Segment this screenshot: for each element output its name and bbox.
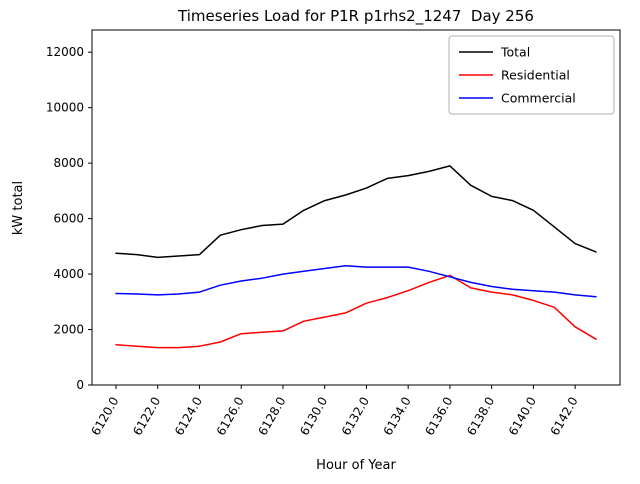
legend-label-commercial: Commercial [501, 91, 576, 106]
y-tick-label: 0 [76, 378, 84, 392]
x-tick-label: 6142.0 [548, 395, 581, 438]
y-tick-label: 8000 [53, 156, 84, 170]
series-line-commercial [115, 264, 597, 298]
x-tick-label: 6140.0 [506, 395, 539, 438]
y-tick-label: 4000 [53, 267, 84, 281]
y-tick-label: 12000 [46, 45, 84, 59]
y-axis-label: kW total [11, 181, 26, 235]
x-tick-label: 6134.0 [381, 395, 414, 438]
x-tick-label: 6124.0 [172, 395, 205, 438]
x-tick-label: 6130.0 [297, 395, 330, 438]
x-tick-label: 6138.0 [464, 395, 497, 438]
legend-box [448, 35, 615, 115]
legend-label-total: Total [500, 45, 530, 60]
x-tick-label: 6136.0 [422, 395, 455, 438]
x-tick-label: 6122.0 [130, 395, 163, 438]
x-tick-label: 6126.0 [214, 395, 247, 438]
x-tick-label: 6132.0 [339, 395, 372, 438]
x-axis-label: Hour of Year [316, 458, 396, 473]
x-tick-label: 6128.0 [255, 395, 288, 438]
y-tick-label: 6000 [53, 212, 84, 226]
y-tick-label: 10000 [46, 101, 84, 115]
y-tick-label: 2000 [53, 323, 84, 337]
series-line-total [115, 165, 597, 259]
plot-group: 6120.0 6122.0 6124.0 6126.0 6128.0 6130.0 6132… [46, 29, 621, 438]
chart-title: Timeseries Load for P1R p1rhs2_1247 Day … [177, 7, 534, 26]
legend-label-residential: Residential [501, 68, 570, 83]
x-tick-label: 6120.0 [88, 395, 121, 438]
series-line-residential [115, 274, 597, 349]
